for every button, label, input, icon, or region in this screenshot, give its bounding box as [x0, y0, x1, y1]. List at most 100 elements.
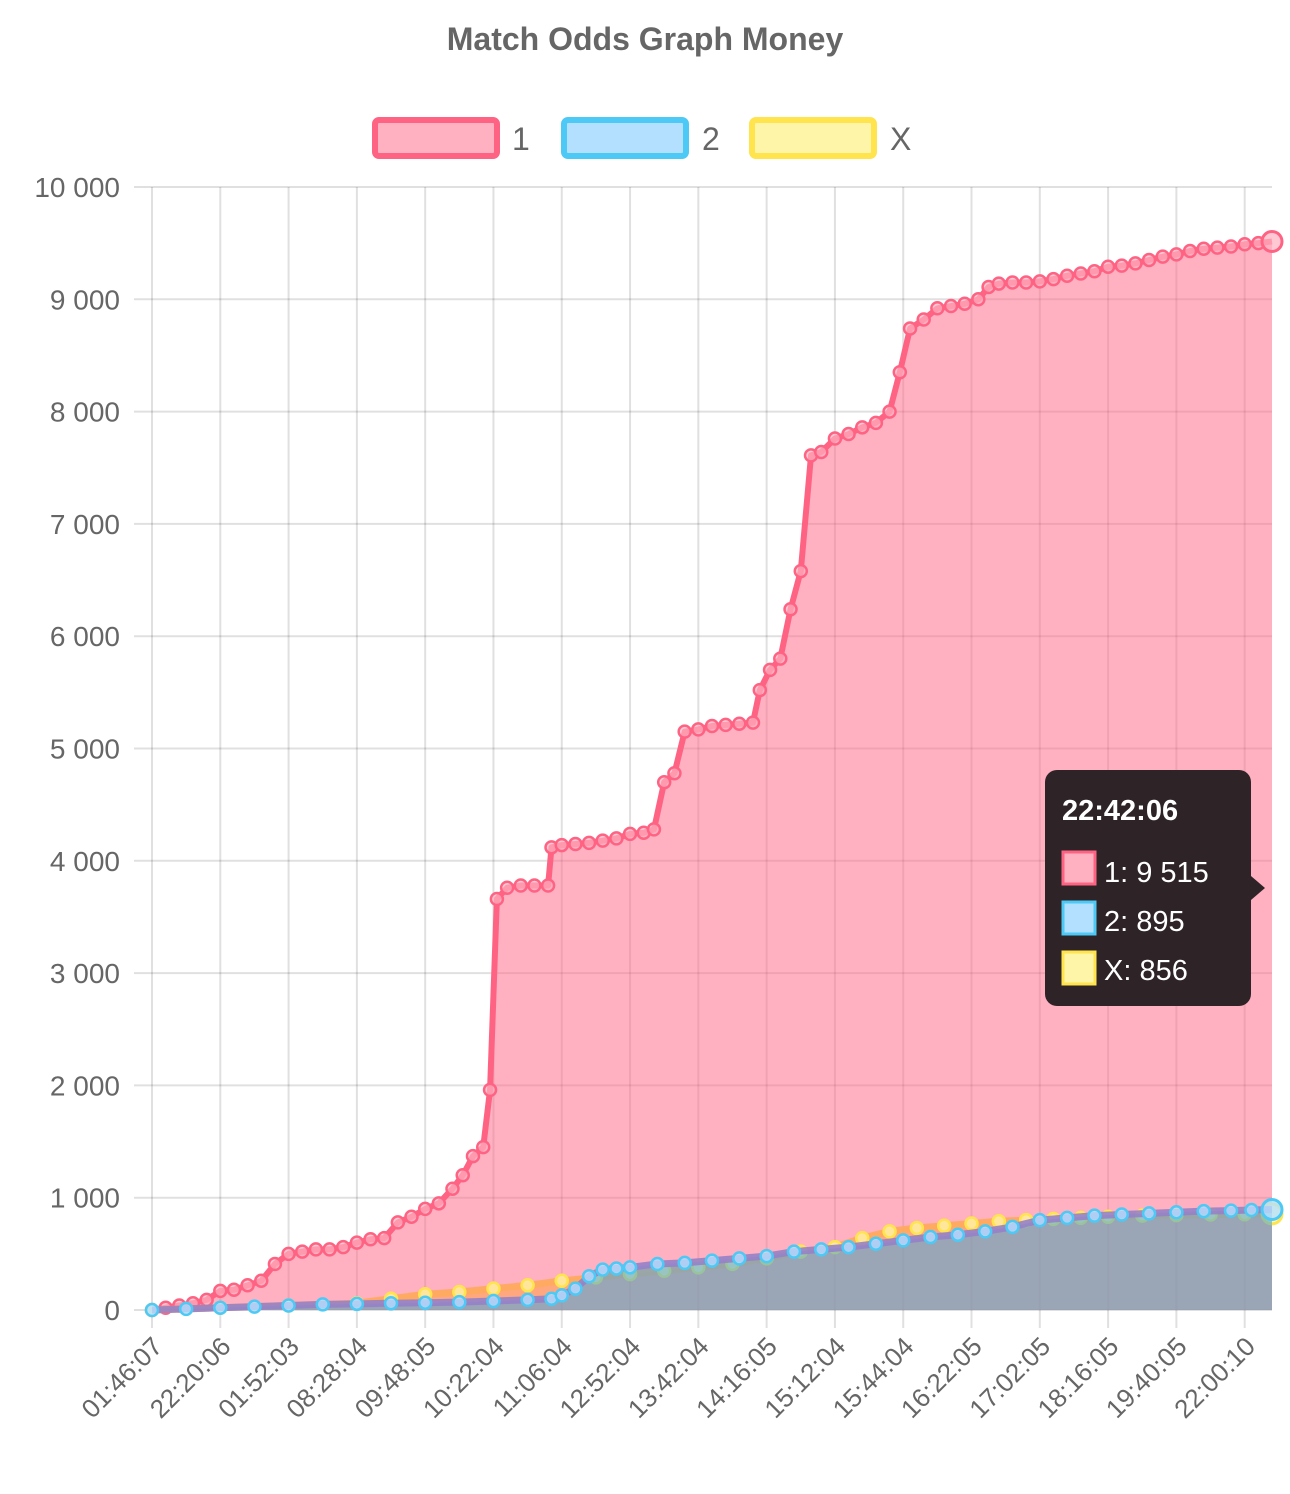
- data-point-x[interactable]: [554, 1273, 570, 1289]
- data-point-1[interactable]: [226, 1282, 242, 1298]
- data-point-1[interactable]: [213, 1283, 228, 1299]
- data-point-1[interactable]: [254, 1273, 269, 1289]
- data-point-1[interactable]: [646, 822, 662, 837]
- data-point-1[interactable]: [930, 301, 945, 316]
- data-point-1[interactable]: [1018, 275, 1034, 290]
- data-point-2[interactable]: [868, 1236, 884, 1251]
- data-point-1[interactable]: [455, 1167, 470, 1183]
- data-point-2[interactable]: [452, 1294, 467, 1310]
- data-point-1[interactable]: [718, 717, 733, 733]
- data-point-1[interactable]: [568, 836, 583, 852]
- data-point-x[interactable]: [520, 1278, 535, 1293]
- data-point-1[interactable]: [1155, 249, 1170, 264]
- data-point-1[interactable]: [1114, 258, 1130, 273]
- data-point-1[interactable]: [581, 835, 597, 851]
- data-point-1[interactable]: [745, 715, 761, 730]
- data-point-2[interactable]: [281, 1298, 296, 1313]
- data-point-2[interactable]: [650, 1256, 665, 1272]
- data-point-2[interactable]: [595, 1262, 610, 1277]
- data-point-2[interactable]: [814, 1242, 829, 1257]
- data-point-1[interactable]: [752, 682, 768, 698]
- data-point-2[interactable]: [622, 1260, 638, 1275]
- data-point-1[interactable]: [489, 891, 505, 907]
- data-point-2[interactable]: [609, 1261, 624, 1276]
- data-point-1[interactable]: [892, 365, 908, 380]
- data-point-2[interactable]: [1260, 1197, 1284, 1221]
- data-point-1[interactable]: [540, 878, 556, 893]
- data-point-1[interactable]: [656, 774, 672, 790]
- data-point-2[interactable]: [677, 1255, 692, 1271]
- data-point-1[interactable]: [199, 1292, 214, 1308]
- data-point-2[interactable]: [1223, 1203, 1239, 1218]
- data-point-2[interactable]: [1169, 1205, 1184, 1220]
- data-point-1[interactable]: [1046, 271, 1061, 287]
- data-point-1[interactable]: [773, 651, 788, 666]
- data-point-1[interactable]: [240, 1278, 255, 1293]
- data-point-x[interactable]: [936, 1218, 952, 1234]
- data-point-1[interactable]: [281, 1246, 296, 1262]
- data-point-2[interactable]: [315, 1297, 330, 1312]
- data-point-1[interactable]: [971, 292, 986, 307]
- data-point-1[interactable]: [868, 415, 884, 431]
- data-point-1[interactable]: [622, 826, 638, 842]
- data-point-1[interactable]: [732, 716, 747, 732]
- data-point-2[interactable]: [520, 1292, 535, 1308]
- data-point-1[interactable]: [1141, 252, 1157, 268]
- data-point-2[interactable]: [383, 1296, 399, 1311]
- data-point-1[interactable]: [1032, 274, 1048, 289]
- data-point-1[interactable]: [762, 662, 778, 678]
- data-point-2[interactable]: [213, 1300, 228, 1316]
- data-point-1[interactable]: [1237, 237, 1252, 252]
- data-point-2[interactable]: [895, 1233, 911, 1248]
- data-point-x[interactable]: [882, 1224, 897, 1239]
- data-point-2[interactable]: [144, 1302, 160, 1318]
- data-point-1[interactable]: [595, 833, 610, 848]
- data-point-2[interactable]: [1244, 1202, 1259, 1218]
- data-point-1[interactable]: [294, 1244, 310, 1259]
- data-point-1[interactable]: [827, 431, 843, 446]
- data-point-1[interactable]: [445, 1181, 460, 1196]
- data-point-1[interactable]: [1087, 263, 1102, 279]
- data-point-2[interactable]: [349, 1296, 365, 1312]
- data-point-2[interactable]: [554, 1288, 570, 1303]
- data-point-1[interactable]: [465, 1148, 481, 1164]
- data-point-1[interactable]: [1059, 268, 1075, 283]
- data-point-1[interactable]: [417, 1201, 433, 1217]
- data-point-1[interactable]: [677, 724, 692, 739]
- data-point-1[interactable]: [902, 321, 918, 336]
- legend-item-x[interactable]: X: [749, 117, 911, 159]
- data-point-1[interactable]: [499, 880, 515, 896]
- data-point-1[interactable]: [267, 1256, 283, 1272]
- data-point-1[interactable]: [841, 426, 856, 442]
- data-point-2[interactable]: [841, 1239, 856, 1255]
- data-point-1[interactable]: [1260, 229, 1284, 253]
- data-point-2[interactable]: [1032, 1212, 1048, 1228]
- data-point-1[interactable]: [1223, 239, 1239, 254]
- data-point-1[interactable]: [513, 878, 529, 893]
- data-point-1[interactable]: [376, 1230, 392, 1246]
- data-point-2[interactable]: [950, 1227, 966, 1243]
- data-point-2[interactable]: [1059, 1210, 1075, 1226]
- data-point-2[interactable]: [704, 1253, 720, 1268]
- data-point-1[interactable]: [1210, 240, 1225, 255]
- data-point-1[interactable]: [475, 1139, 491, 1155]
- data-point-1[interactable]: [1128, 256, 1143, 271]
- data-point-1[interactable]: [793, 563, 809, 579]
- data-point-2[interactable]: [759, 1248, 774, 1264]
- data-point-2[interactable]: [581, 1269, 597, 1284]
- data-point-1[interactable]: [1182, 243, 1198, 259]
- data-point-2[interactable]: [732, 1251, 747, 1266]
- data-point-2[interactable]: [247, 1299, 262, 1314]
- data-point-2[interactable]: [1087, 1208, 1102, 1223]
- data-point-1[interactable]: [814, 444, 829, 460]
- data-point-1[interactable]: [390, 1215, 406, 1230]
- data-point-1[interactable]: [704, 718, 720, 734]
- data-point-2[interactable]: [486, 1293, 501, 1309]
- data-point-1[interactable]: [1169, 247, 1184, 262]
- data-point-1[interactable]: [691, 722, 706, 737]
- data-point-x[interactable]: [964, 1216, 979, 1231]
- data-point-1[interactable]: [854, 420, 870, 435]
- data-point-1[interactable]: [1100, 259, 1116, 274]
- data-point-1[interactable]: [1073, 266, 1089, 281]
